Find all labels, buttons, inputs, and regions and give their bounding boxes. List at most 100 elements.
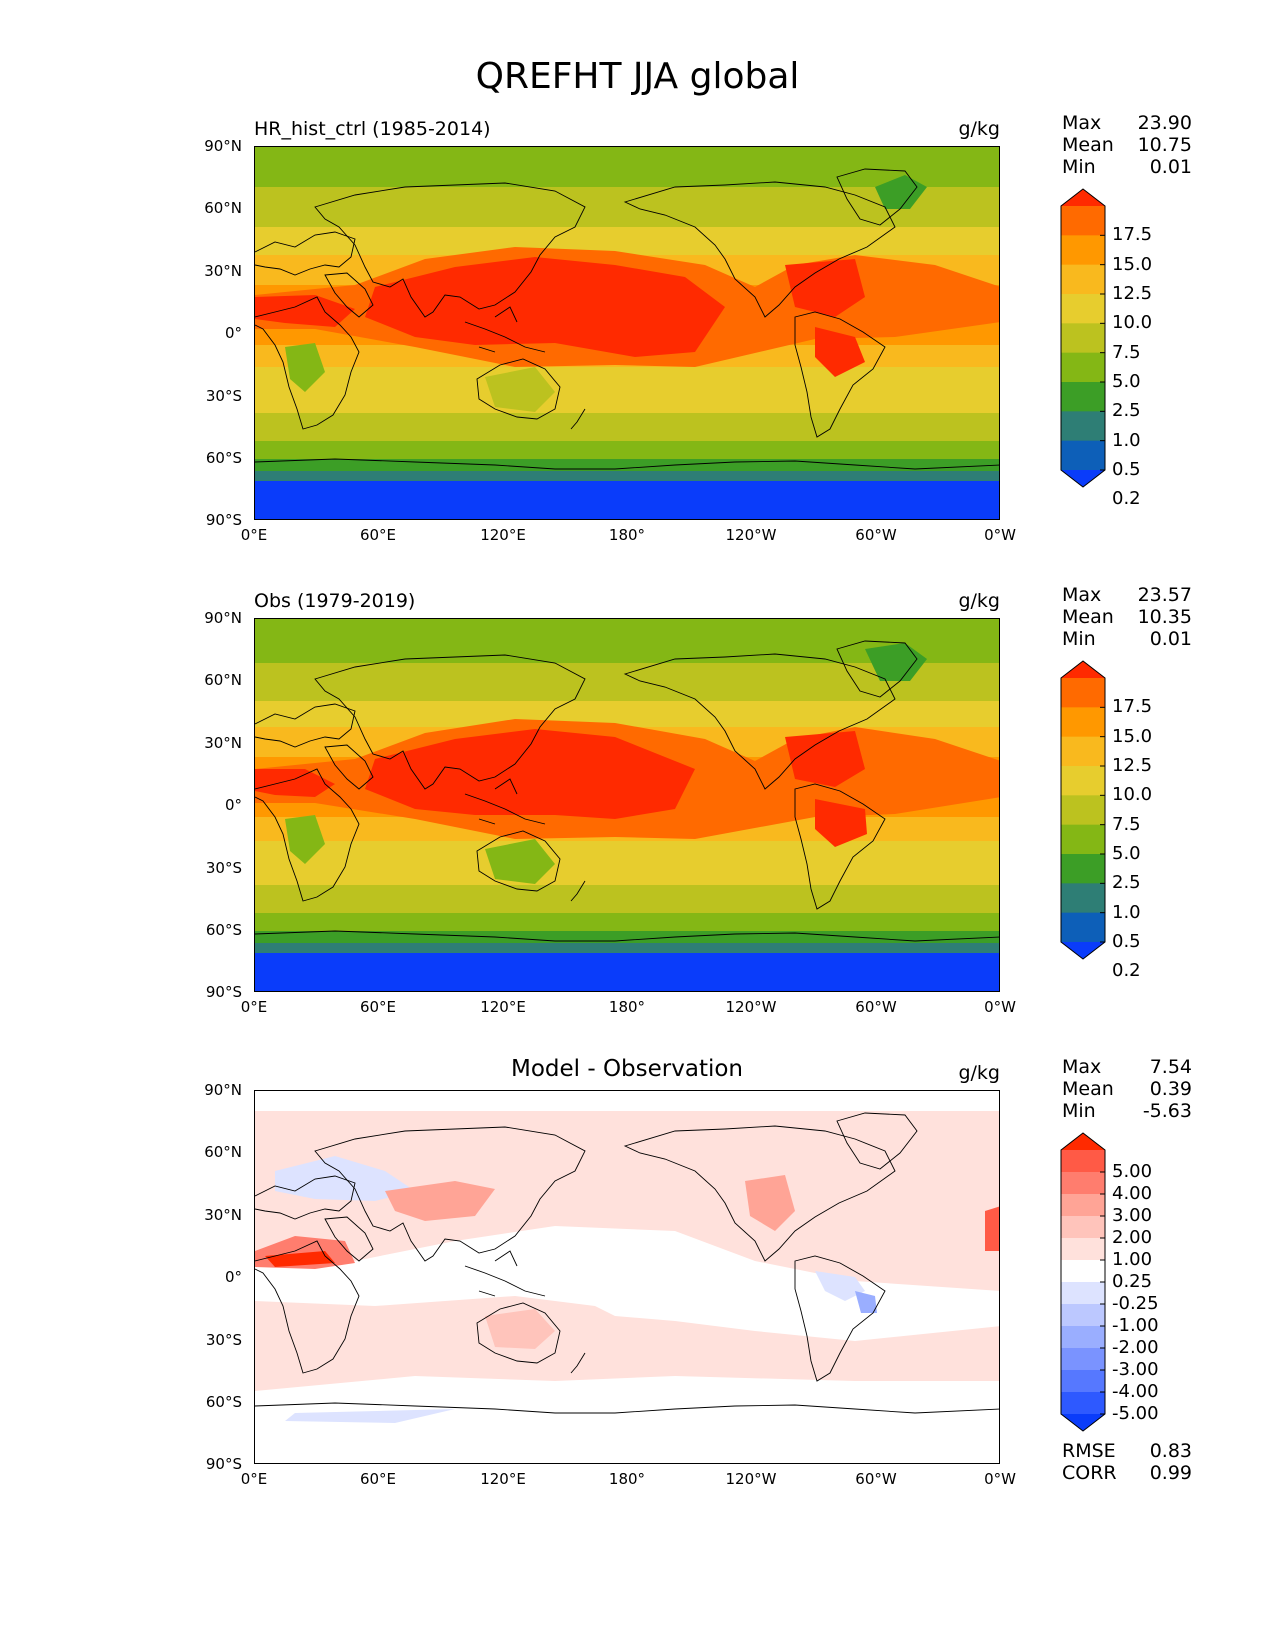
map-plot [254, 1090, 1000, 1464]
lon-label: 120°W [725, 1470, 777, 1488]
lat-label: 60°N [204, 671, 242, 689]
colorbar-extend-min [1061, 1414, 1105, 1431]
colorbar-label: 0.5 [1112, 459, 1141, 480]
lat-label: 0° [224, 1268, 242, 1286]
colorbar-segment [1061, 1260, 1105, 1283]
panel-title: Model - Observation [510, 1056, 744, 1082]
colorbar-label: -2.00 [1112, 1337, 1159, 1358]
lat-label: 60°N [204, 1143, 242, 1161]
colorbar-label: 2.5 [1112, 872, 1141, 894]
colorbar-segment [1061, 1370, 1105, 1393]
lon-label: 0°E [240, 526, 268, 544]
corr-value: 0.99 [1149, 1462, 1192, 1484]
figure-title: QREFHT JJA global [475, 56, 800, 97]
lat-label: 30°N [204, 262, 242, 280]
units-label: g/kg [958, 590, 1000, 612]
colorbar-segment [1061, 824, 1105, 855]
lon-label: 60°W [855, 998, 897, 1016]
stat-mean: 0.39 [1149, 1078, 1192, 1100]
colorbar-label: 15.0 [1112, 725, 1153, 747]
colorbar-segment [1061, 678, 1105, 708]
colorbar-segment [1061, 1172, 1105, 1195]
stat-mean: 10.75 [1137, 134, 1192, 156]
lat-label: 60°S [205, 921, 242, 939]
colorbar-segment [1061, 912, 1105, 943]
panel-difference: Model - Observation g/kg 90°N 60°N 30°N … [0, 1056, 1275, 1532]
lat-label: 90°S [205, 1455, 242, 1473]
colorbar-segment [1061, 1282, 1105, 1305]
colorbar-extend-max [1061, 661, 1105, 678]
lon-label: 0°E [240, 1470, 268, 1488]
map-plot [254, 618, 1000, 992]
colorbar-label: 17.5 [1112, 696, 1153, 718]
colorbar-label: -4.00 [1112, 1381, 1159, 1402]
colorbar-labels: 17.5 15.0 12.5 10.0 7.5 5.0 2.5 1.0 0.5 0.2 [0, 660, 1275, 980]
colorbar-label: 10.0 [1112, 312, 1153, 334]
colorbar-segment [1061, 1304, 1105, 1327]
lon-label: 120°W [725, 998, 777, 1016]
stat-label: Min [1062, 1100, 1096, 1122]
colorbar-label: 1.0 [1112, 429, 1141, 451]
rmse-value: 0.83 [1149, 1440, 1192, 1462]
lat-label: 60°S [205, 1393, 242, 1411]
units-label: g/kg [958, 118, 1000, 140]
colorbar-segment [1061, 1348, 1105, 1371]
colorbar-label: 7.5 [1112, 341, 1141, 363]
colorbar-label: -3.00 [1112, 1359, 1159, 1380]
colorbar-labels: 17.5 15.0 12.5 10.0 7.5 5.0 2.5 1.0 0.5 0.2 [0, 188, 1275, 508]
stat-label: Mean [1062, 1078, 1114, 1100]
lon-label: 60°E [359, 526, 397, 544]
colorbar-label: -5.00 [1112, 1403, 1159, 1424]
colorbar-label: -1.00 [1112, 1315, 1159, 1336]
stat-label: Mean [1062, 134, 1114, 156]
colorbar-extend-max [1061, 189, 1105, 206]
colorbar-segment [1061, 1238, 1105, 1261]
lat-label: 60°N [204, 199, 242, 217]
lat-label: 30°N [204, 1206, 242, 1224]
panel-title: Obs (1979-2019) [254, 590, 416, 612]
stat-min: 0.01 [1149, 156, 1192, 178]
lat-label: 90°S [205, 983, 242, 1001]
colorbar-label: 0.5 [1112, 931, 1141, 952]
stat-min: 0.01 [1149, 628, 1192, 650]
lat-label: 90°N [204, 1081, 242, 1099]
colorbar [1060, 188, 1106, 488]
map-plot [254, 146, 1000, 520]
panel-observation: Obs (1979-2019) g/kg 90°N 60°N [0, 584, 1275, 1060]
colorbar-segment [1061, 1216, 1105, 1239]
colorbar-labels: 5.00 4.00 3.00 2.00 1.00 0.25 -0.25 -1.00 -2.00-… [0, 1132, 1275, 1432]
lat-label: 30°S [205, 1331, 242, 1349]
colorbar-segment [1061, 235, 1105, 266]
colorbar-label: 17.5 [1112, 224, 1153, 246]
stat-label: Max [1062, 112, 1102, 134]
lat-label: 90°S [205, 511, 242, 529]
stats-box: Max 23.57 Mean 10.35 Min 0.01 [1062, 584, 1192, 650]
colorbar-segment [1061, 883, 1105, 914]
lat-label: 90°N [204, 609, 242, 627]
panel-title: HR_hist_ctrl (1985-2014) [254, 118, 491, 140]
lat-label: 30°S [205, 387, 242, 405]
stat-mean: 10.35 [1137, 606, 1192, 628]
stat-max: 23.90 [1137, 112, 1192, 134]
colorbar-label: 7.5 [1112, 813, 1141, 835]
lon-label: 180° [608, 1470, 646, 1488]
error-stats: RMSE 0.83 CORR 0.99 [1062, 1440, 1192, 1484]
lat-label: 0° [224, 796, 242, 814]
colorbar-segment [1061, 766, 1105, 796]
colorbar-segment [1061, 294, 1105, 324]
lon-label: 60°E [359, 998, 397, 1016]
lon-label: 0°W [984, 526, 1016, 544]
colorbar-segment [1061, 323, 1105, 354]
colorbar-extend-min [1061, 942, 1105, 959]
lat-label: 90°N [204, 137, 242, 155]
lon-label: 120°E [480, 526, 526, 544]
stat-label: Max [1062, 1056, 1102, 1078]
colorbar-segment [1061, 1150, 1105, 1173]
colorbar-segment [1061, 1392, 1105, 1415]
lon-label: 120°E [480, 998, 526, 1016]
colorbar-label: -0.25 [1112, 1293, 1159, 1314]
stats-box: Max 7.54 Mean 0.39 Min -5.63 [1062, 1056, 1192, 1122]
stat-label: Mean [1062, 606, 1114, 628]
lon-label: 60°W [855, 1470, 897, 1488]
stat-label: Min [1062, 156, 1096, 178]
